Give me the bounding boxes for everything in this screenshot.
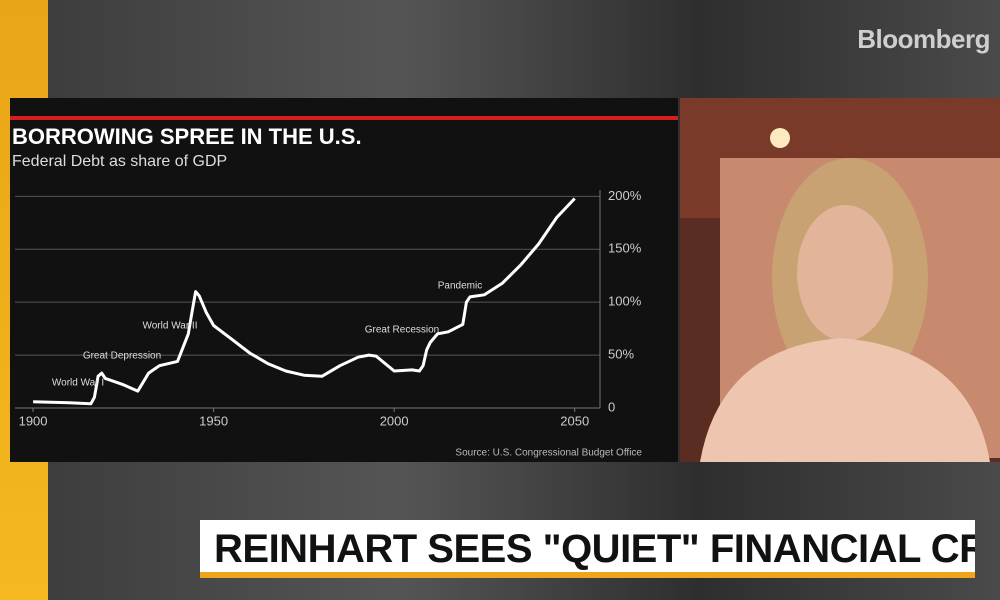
y-tick-label: 150% <box>608 241 642 256</box>
y-tick-label: 200% <box>608 188 642 203</box>
annotation: World War I <box>52 378 104 389</box>
red-rule <box>10 116 678 120</box>
annotation: Great Depression <box>83 351 161 362</box>
face <box>797 205 893 341</box>
annotation: Pandemic <box>438 281 482 292</box>
lamp <box>770 128 790 148</box>
x-tick-label: 1900 <box>19 413 48 428</box>
chart: BORROWING SPREE IN THE U.S. Federal Debt… <box>10 98 678 462</box>
annotation: World War II <box>142 321 197 332</box>
annotation: Great Recession <box>365 325 439 336</box>
sweater <box>700 338 990 462</box>
chart-title: BORROWING SPREE IN THE U.S. <box>12 124 362 149</box>
x-tick-label: 2050 <box>560 413 589 428</box>
data-line <box>33 197 576 406</box>
x-tick-label: 2000 <box>380 413 409 428</box>
y-tick-label: 0 <box>608 399 615 414</box>
headline-banner: REINHART SEES "QUIET" FINANCIAL CRISIS <box>200 520 975 578</box>
chart-background <box>10 98 678 462</box>
chart-subtitle: Federal Debt as share of GDP <box>12 153 227 170</box>
x-tick-label: 1950 <box>199 413 228 428</box>
y-tick-label: 100% <box>608 294 642 309</box>
brand-logo: Bloomberg <box>857 24 990 54</box>
video-feed <box>680 98 1000 462</box>
chart-source: Source: U.S. Congressional Budget Office <box>455 448 642 459</box>
y-tick-label: 50% <box>608 347 634 362</box>
